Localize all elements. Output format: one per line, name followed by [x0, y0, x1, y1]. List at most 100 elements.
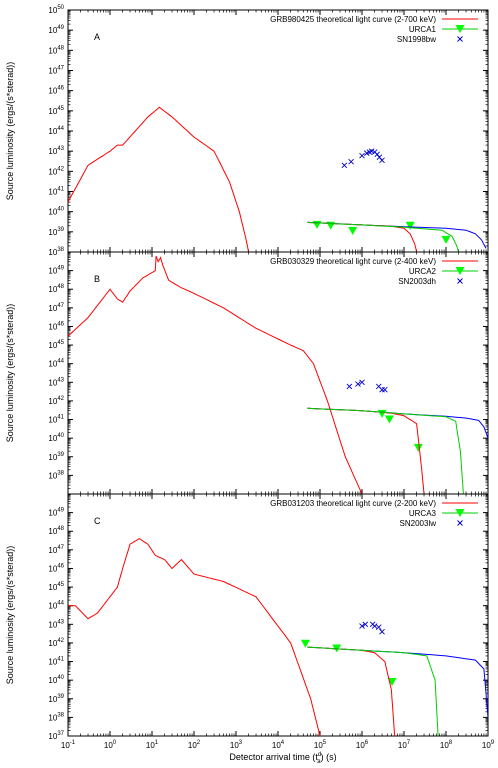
sn-marker: [374, 151, 381, 158]
panel-letter: A: [94, 32, 100, 42]
theory-light-curve: [68, 255, 363, 494]
x-tick-label: 101: [146, 740, 159, 750]
y-tick-label: 1041: [48, 415, 64, 425]
y-tick-label: 1049: [48, 508, 64, 518]
sn-marker: [379, 386, 385, 393]
x-tick-label: 105: [314, 740, 327, 750]
y-tick-label: 1044: [48, 601, 64, 611]
plot-frame: [67, 9, 489, 253]
y-tick-label: 1047: [48, 66, 64, 76]
legend-marker: [455, 267, 465, 275]
legend-label: SN2003lw: [400, 519, 437, 528]
sn-marker: [348, 158, 354, 165]
legend-marker: [455, 509, 465, 517]
blue-curve: [307, 221, 487, 249]
sn-marker: [382, 386, 388, 393]
green-curve: [307, 222, 460, 252]
y-tick-label: 1050: [48, 5, 64, 15]
sn-marker: [379, 628, 385, 635]
blue-curve: [307, 646, 488, 718]
panel-letter: C: [94, 516, 101, 526]
y-tick-label: 1048: [48, 45, 64, 55]
legend-marker: [457, 36, 463, 42]
y-tick-label: 1048: [48, 526, 64, 536]
sn-marker: [341, 162, 348, 169]
y-tick-label: 1049: [48, 266, 64, 276]
legend: GRB980425 theoretical light curve (2-700…: [270, 15, 478, 44]
x-tick-label: 102: [188, 740, 201, 750]
y-tick-label: 1046: [48, 563, 64, 573]
y-tick-label: 1041: [48, 657, 64, 667]
y-tick-label: 1038: [48, 470, 64, 480]
panel-A: 1038 1039 1040 1041 1042 1043 1044 1045 1046 1047…: [48, 5, 489, 257]
y-tick-label: 1045: [48, 582, 64, 592]
urca-marker: [348, 226, 358, 235]
green-curve: [307, 407, 464, 494]
y-tick-label: 1043: [48, 377, 64, 387]
x-tick-label: 10-1: [61, 740, 76, 750]
panel-letter: B: [94, 274, 100, 284]
x-tick-label: 103: [230, 740, 243, 750]
y-tick-label: 1042: [48, 166, 64, 176]
green-curve: [307, 646, 439, 736]
y-tick-label: 1043: [48, 619, 64, 629]
y-tick-label: 1039: [48, 227, 64, 237]
y-tick-label: 1046: [48, 321, 64, 331]
sn-marker: [371, 623, 378, 629]
y-tick-label: 1048: [48, 284, 64, 294]
theory-light-curve: [68, 537, 321, 736]
y-tick-label: 1045: [48, 106, 64, 116]
legend-label: URCA1: [409, 25, 437, 34]
sn-marker: [346, 383, 353, 390]
legend-label: GRB980425 theoretical light curve (2-700…: [270, 15, 436, 24]
urca-marker: [384, 415, 394, 424]
y-tick-label: 1040: [48, 433, 64, 443]
urca-marker: [387, 677, 397, 686]
plot-area: [68, 255, 488, 494]
y-tick-label: 1041: [48, 187, 64, 197]
legend-label: SN1998bw: [397, 35, 436, 44]
y-tick-label: 1040: [48, 207, 64, 217]
urca-marker: [300, 639, 310, 648]
y-tick-label: 1045: [48, 340, 64, 350]
y-tick-label: 1040: [48, 675, 64, 685]
legend-label: SN2003dh: [398, 277, 436, 286]
y-tick-label: 1038: [48, 247, 64, 257]
panel-B: 1038 1039 1040 1041 1042 1043 1044 1045 1046 1047…: [48, 251, 489, 495]
x-tick-label: 104: [272, 740, 285, 750]
sn-marker: [379, 157, 385, 164]
y-tick-label: 1049: [48, 25, 64, 35]
theory-light-curve: [68, 106, 250, 252]
legend: GRB030329 theoretical light curve (2-400…: [270, 257, 478, 286]
legend-label: GRB031203 theoretical light curve (2-200…: [270, 499, 436, 508]
urca-marker: [405, 221, 415, 230]
y-axis-label: Source luminosity (ergs/(s*sterad)): [5, 546, 15, 685]
sn-marker: [362, 621, 369, 628]
sn-marker: [359, 623, 365, 629]
legend-marker: [455, 25, 465, 33]
sn-marker: [355, 381, 361, 387]
panel-C: 1037 1038 1039 1040 1041 1042 1043 1044 1045 1046…: [48, 493, 495, 750]
legend-label: URCA3: [409, 509, 437, 518]
y-tick-label: 1044: [48, 359, 64, 369]
legend-marker: [457, 520, 463, 526]
x-tick-label: 106: [356, 740, 369, 750]
sn-marker: [375, 624, 382, 631]
x-tick-label: 100: [104, 740, 117, 750]
y-tick-label: 1047: [48, 303, 64, 313]
y-axis-label: Source luminosity (ergs/(s*sterad)): [5, 62, 15, 201]
y-tick-label: 1042: [48, 638, 64, 648]
y-tick-label: 1044: [48, 126, 64, 136]
sn-marker: [359, 379, 365, 386]
y-tick-label: 1039: [48, 452, 64, 462]
plot-area: [68, 537, 488, 736]
y-tick-label: 1039: [48, 694, 64, 704]
legend-label: GRB030329 theoretical light curve (2-400…: [270, 257, 436, 266]
y-tick-label: 1047: [48, 545, 64, 555]
x-axis-label: Detector arrival time (td a) (s): [229, 752, 336, 765]
x-tick-label: 108: [440, 740, 453, 750]
legend: GRB031203 theoretical light curve (2-200…: [270, 499, 478, 528]
y-tick-label: 1038: [48, 712, 64, 722]
urca-marker: [413, 443, 423, 452]
